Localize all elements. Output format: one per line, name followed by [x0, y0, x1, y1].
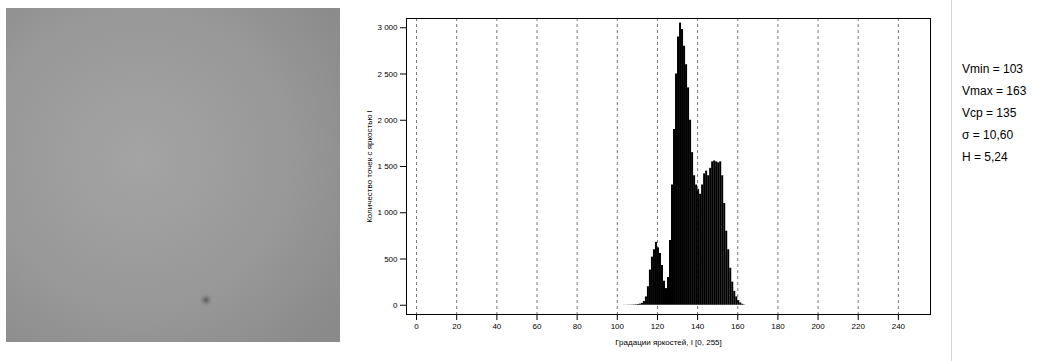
svg-text:2 000: 2 000 — [377, 116, 398, 125]
svg-text:180: 180 — [771, 322, 785, 331]
svg-text:500: 500 — [384, 255, 398, 264]
svg-text:Количество точек с яркостью I: Количество точек с яркостью I — [365, 110, 374, 223]
svg-text:220: 220 — [852, 322, 866, 331]
svg-text:140: 140 — [691, 322, 705, 331]
svg-text:0: 0 — [393, 301, 398, 310]
svg-text:1 500: 1 500 — [377, 162, 398, 171]
svg-text:120: 120 — [651, 322, 665, 331]
svg-text:240: 240 — [892, 322, 906, 331]
svg-text:Градации яркостей, I [0, 255]: Градации яркостей, I [0, 255] — [615, 338, 722, 347]
svg-text:2 500: 2 500 — [377, 70, 398, 79]
svg-text:3 000: 3 000 — [377, 23, 398, 32]
svg-text:80: 80 — [573, 322, 582, 331]
svg-text:100: 100 — [611, 322, 625, 331]
svg-text:40: 40 — [492, 322, 501, 331]
svg-text:160: 160 — [731, 322, 745, 331]
svg-text:0: 0 — [414, 322, 419, 331]
svg-text:1 000: 1 000 — [377, 208, 398, 217]
svg-text:60: 60 — [533, 322, 542, 331]
svg-text:200: 200 — [811, 322, 825, 331]
svg-text:20: 20 — [452, 322, 461, 331]
html-text:Vmin = 103 Vmax = 163 Vcp = 13: Vmin = 103 Vmax = 163 Vcp = 135 σ = 10,6… — [962, 62, 1027, 164]
